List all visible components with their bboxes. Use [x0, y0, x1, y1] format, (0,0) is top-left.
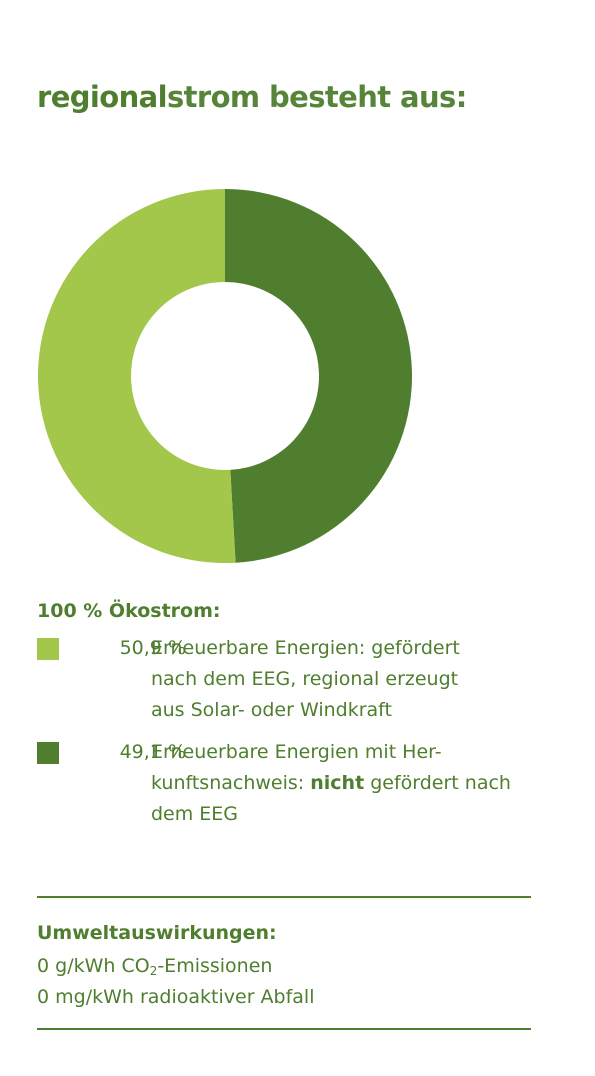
- legend-description: Erneuerbare Energien mit Her- kunftsnach…: [151, 737, 571, 830]
- environment-heading: Umweltauswirkungen:: [37, 922, 277, 944]
- donut-slice-eeg: [37, 189, 236, 563]
- legend-heading: 100 % Ökostrom:: [37, 600, 221, 622]
- legend-desc-line: nach dem EEG, regional erzeugt: [151, 668, 459, 690]
- donut-chart: [37, 189, 412, 563]
- co2-suffix: -Emissionen: [157, 955, 273, 977]
- legend-desc-text: kunftsnachweis:: [151, 772, 311, 794]
- legend-desc-line: Erneuerbare Energien: gefördert: [151, 637, 460, 659]
- legend-desc-line: dem EEG: [151, 803, 239, 825]
- legend-swatch-dark: [37, 742, 59, 764]
- radioactive-waste: 0 mg/kWh radioaktiver Abfall: [37, 986, 315, 1008]
- co2-subscript: 2: [149, 964, 158, 978]
- donut-slice-herkunftsnachweis: [225, 189, 412, 563]
- title-bold: regional: [37, 80, 168, 114]
- legend-desc-line: aus Solar- oder Windkraft: [151, 699, 392, 721]
- legend-item: 49,1 % Erneuerbare Energien mit Her- kun…: [37, 737, 577, 837]
- divider-top: [37, 896, 531, 898]
- legend-percent: 49,1 %: [119, 741, 186, 763]
- title-rest: strom besteht aus:: [166, 80, 467, 114]
- legend-desc-line: Erneuerbare Energien mit Her-: [151, 741, 442, 763]
- divider-bottom: [37, 1028, 531, 1030]
- legend-desc-text: gefördert nach: [364, 772, 511, 794]
- legend-swatch-light: [37, 638, 59, 660]
- legend-description: Erneuerbare Energien: gefördert nach dem…: [151, 633, 571, 726]
- co2-emissions: 0 g/kWh CO2-Emissionen: [37, 955, 272, 978]
- co2-prefix: 0 g/kWh CO: [37, 955, 150, 977]
- legend-percent: 50,9 %: [119, 637, 186, 659]
- legend-desc-line: kunftsnachweis: nicht gefördert nach: [151, 768, 571, 799]
- page-title: regionalstrom besteht aus:: [37, 80, 467, 114]
- legend-desc-emphasis: nicht: [310, 772, 365, 794]
- legend-item: 50,9 % Erneuerbare Energien: gefördert n…: [37, 633, 577, 733]
